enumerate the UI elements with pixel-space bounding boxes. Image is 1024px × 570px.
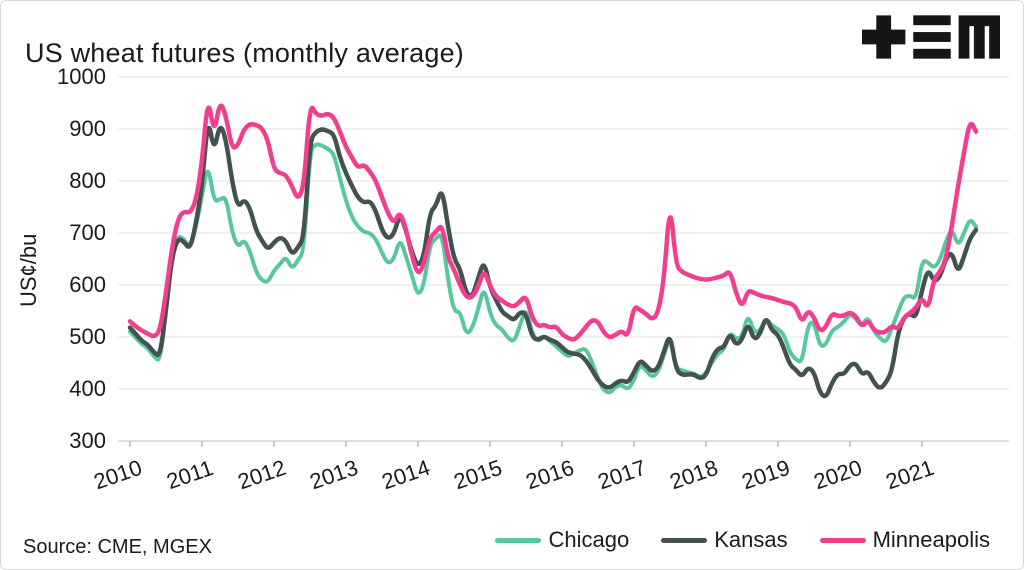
y-tick-label-700: 700: [69, 220, 106, 245]
legend-label: Chicago: [548, 527, 630, 552]
logo-m-icon: [958, 15, 1000, 59]
legend-item-kansas: Kansas: [661, 527, 788, 553]
line-kansas: [127, 125, 979, 399]
logo-plus-icon: [862, 15, 906, 59]
y-tick-label-500: 500: [69, 324, 106, 349]
line-minneapolis: [127, 103, 979, 342]
legend-item-chicago: Chicago: [495, 527, 629, 553]
source-text: Source: CME, MGEX: [23, 536, 212, 558]
y-tick-label-800: 800: [69, 168, 106, 193]
logo-bars-icon: [913, 15, 951, 59]
y-tick-label-400: 400: [69, 376, 106, 401]
legend-swatch-chicago: [495, 537, 542, 543]
legend-swatch-minneapolis: [819, 537, 866, 543]
legend-swatch-kansas: [661, 537, 708, 543]
chart-title: US wheat futures (monthly average): [25, 38, 464, 69]
y-tick-label-900: 900: [69, 116, 106, 141]
line-chicago: [128, 142, 978, 395]
y-tick-label-300: 300: [69, 428, 106, 453]
legend-label: Kansas: [714, 527, 788, 552]
y-tick-label-1000: 1000: [57, 64, 106, 89]
tem-logo: [862, 15, 1000, 59]
y-tick-label-600: 600: [69, 272, 106, 297]
legend-item-minneapolis: Minneapolis: [819, 527, 990, 553]
legend: Chicago Kansas Minneapolis: [495, 527, 990, 553]
legend-label: Minneapolis: [872, 527, 990, 552]
